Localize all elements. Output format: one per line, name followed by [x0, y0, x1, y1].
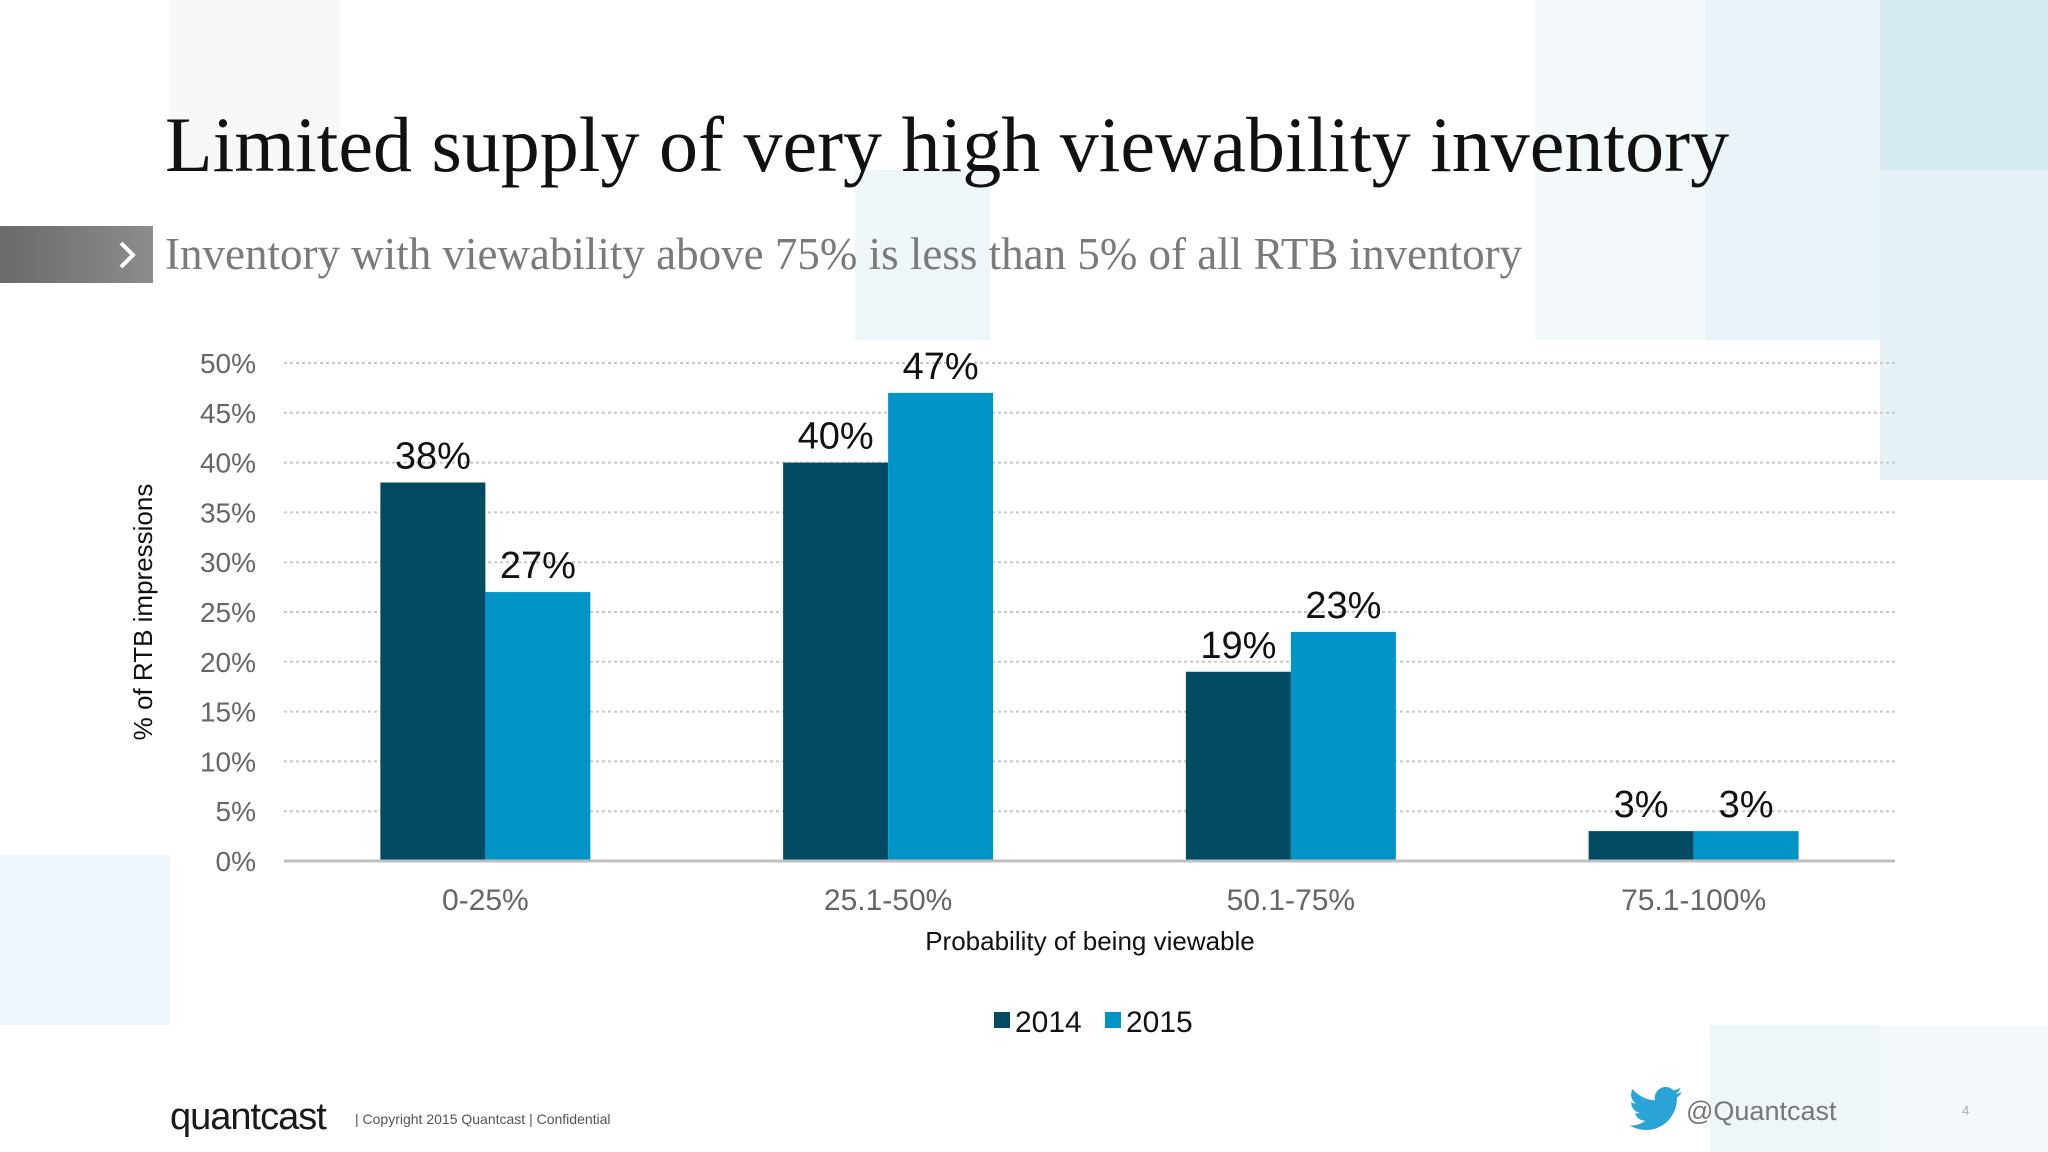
bar-2014-2	[1185, 671, 1291, 861]
y-axis-title: % of RTB impressions	[128, 484, 158, 741]
y-tick-label: 10%	[200, 746, 256, 777]
x-axis-ticks: 0-25% 25.1-50% 50.1-75% 75.1-100%	[442, 884, 1766, 917]
background-tile	[170, 0, 340, 170]
chevron-right-icon	[119, 241, 136, 269]
data-label: 23%	[1305, 585, 1381, 627]
y-tick-label: 20%	[200, 647, 256, 678]
y-tick-label: 5%	[216, 796, 256, 827]
x-tick-label: 50.1-75%	[1227, 884, 1355, 917]
data-label: 47%	[903, 346, 979, 388]
y-tick-label: 50%	[200, 348, 256, 379]
chart-legend: 2014 2015	[994, 1006, 1193, 1039]
background-tile	[1710, 1025, 1880, 1152]
bar-2014-3	[1588, 831, 1694, 861]
data-label: 38%	[395, 436, 471, 478]
bar-2015-3	[1693, 831, 1799, 861]
chart-bars	[380, 392, 1799, 861]
x-tick-label: 75.1-100%	[1621, 884, 1766, 917]
slide-subtitle: Inventory with viewability above 75% is …	[165, 229, 1523, 279]
x-tick-label: 25.1-50%	[824, 884, 952, 917]
data-label: 27%	[500, 545, 576, 587]
twitter-handle: @Quantcast	[1686, 1096, 1837, 1126]
bar-2014-1	[783, 462, 889, 861]
data-label: 40%	[798, 416, 874, 458]
bar-2014-0	[380, 482, 486, 861]
y-tick-label: 15%	[200, 697, 256, 728]
background-tile	[1880, 1025, 2048, 1152]
background-tile	[855, 170, 990, 340]
y-tick-label: 30%	[200, 547, 256, 578]
twitter-bird-icon	[1629, 1087, 1682, 1130]
legend-label-2015: 2015	[1126, 1006, 1193, 1039]
y-tick-label: 45%	[200, 398, 256, 429]
y-tick-label: 0%	[216, 846, 256, 877]
background-tile	[1705, 0, 1880, 340]
x-axis-title: Probability of being viewable	[925, 926, 1255, 956]
y-tick-label: 25%	[200, 597, 256, 628]
bar-2015-1	[888, 392, 994, 861]
quantcast-logo: quantcast	[170, 1096, 327, 1138]
y-tick-label: 35%	[200, 497, 256, 528]
legend-swatch-2014	[994, 1012, 1010, 1028]
subtitle-marker	[0, 226, 153, 283]
legend-swatch-2015	[1105, 1012, 1121, 1028]
page-number: 4	[1962, 1103, 1970, 1118]
background-tile	[1880, 170, 2048, 480]
data-label: 19%	[1200, 625, 1276, 667]
slide-title: Limited supply of very high viewability …	[165, 101, 1730, 188]
data-label: 3%	[1614, 784, 1669, 826]
data-label: 3%	[1719, 784, 1774, 826]
data-labels: 38% 27% 40% 47% 19% 23% 3% 3%	[395, 346, 1774, 826]
background-tile	[1535, 0, 1705, 340]
y-tick-label: 40%	[200, 448, 256, 479]
legend-label-2014: 2014	[1015, 1006, 1082, 1039]
footer-copyright: | Copyright 2015 Quantcast | Confidentia…	[355, 1111, 611, 1127]
background-tile	[1880, 0, 2048, 170]
y-axis-ticks: 0% 5% 10% 15% 20% 25% 30% 35% 40% 45% 50%	[200, 348, 256, 877]
background-tile	[0, 855, 170, 1025]
bar-2015-0	[485, 592, 591, 861]
bar-2015-2	[1290, 631, 1396, 861]
x-tick-label: 0-25%	[442, 884, 529, 917]
chart-gridlines	[284, 362, 1895, 813]
